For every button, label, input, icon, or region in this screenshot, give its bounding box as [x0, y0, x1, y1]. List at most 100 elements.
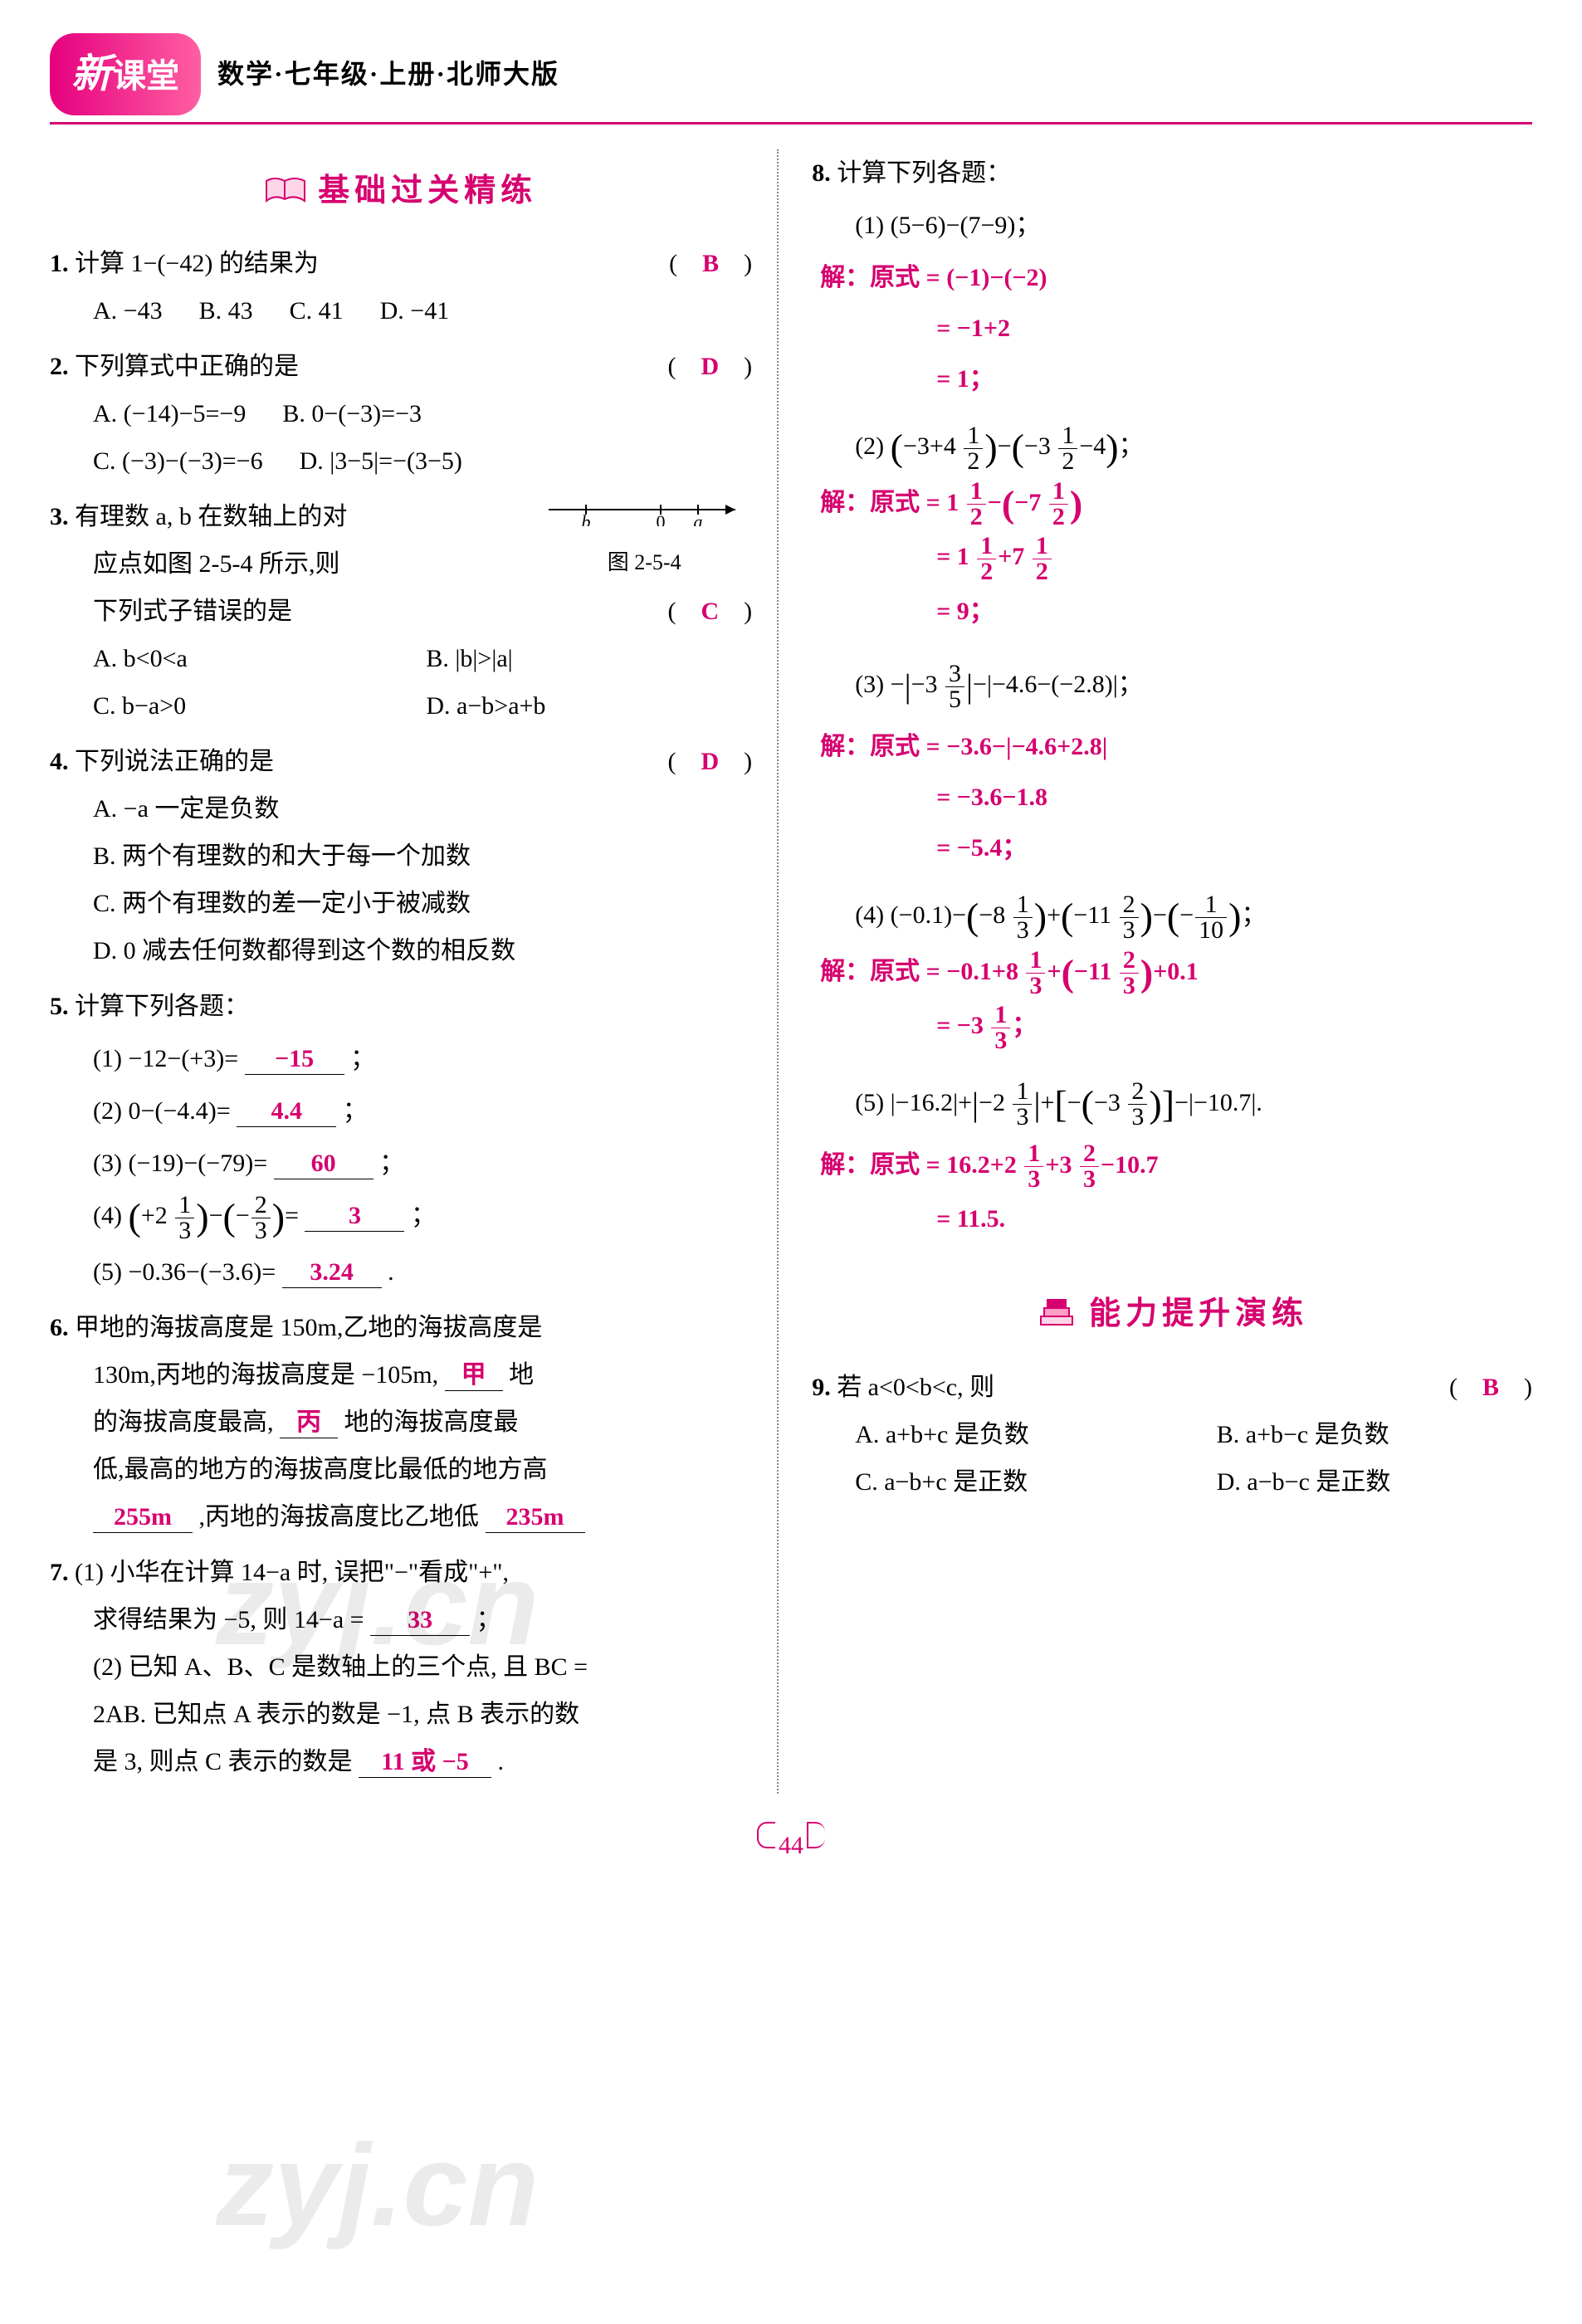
q3-answer: C — [701, 598, 720, 625]
q3-line2: 应点如图 2-5-4 所示,则 — [50, 540, 536, 588]
svg-text:a: a — [694, 511, 703, 526]
q1-answer-paren: ( B ) — [669, 240, 752, 287]
section-ability-header: 能力提升演练 — [812, 1284, 1532, 1346]
q8-p1: (1) (5−6)−(7−9)； — [812, 202, 1532, 249]
q2-answer-paren: ( D ) — [668, 343, 753, 390]
number-line-figure: b 0 a — [544, 493, 744, 526]
page-footer: 44 — [50, 1819, 1532, 1872]
q3-line1: 有理数 a, b 在数轴上的对 — [75, 503, 347, 530]
section-basic-header: 基础过关精练 — [50, 161, 752, 223]
q6-num: 6. — [50, 1314, 69, 1341]
svg-text:b: b — [582, 511, 591, 526]
q4-optD: D. 0 减去任何数都得到这个数的相反数 — [50, 927, 752, 974]
question-3: 3. 有理数 a, b 在数轴上的对 应点如图 2-5-4 所示,则 b 0 a — [50, 493, 752, 730]
q8-s4a: 解：原式 = −0.1+8 13+(−11 23)+0.1 — [812, 948, 1532, 999]
header-subtitle: 数学·七年级·上册·北师大版 — [217, 49, 559, 100]
q4-optC: C. 两个有理数的差一定小于被减数 — [50, 880, 752, 927]
q7-p1a: (1) 小华在计算 14−a 时, 误把"−"看成"+", — [75, 1559, 509, 1586]
q5-p3: (3) (−19)−(−79)= — [93, 1150, 267, 1177]
q9-text: 若 a<0<b<c, 则 — [837, 1374, 994, 1401]
q1-answer: B — [702, 250, 719, 277]
question-7: 7. (1) 小华在计算 14−a 时, 误把"−"看成"+", 求得结果为 −… — [50, 1549, 752, 1785]
q8-s3c: = −5.4； — [812, 824, 1532, 872]
q4-num: 4. — [50, 748, 69, 775]
q1-optA: A. −43 — [93, 287, 163, 334]
q9-optC: C. a−b+c 是正数 — [855, 1458, 1180, 1506]
q5-num: 5. — [50, 993, 69, 1020]
q6-ans3: 255m — [93, 1502, 193, 1533]
q8-s4b: = −3 13； — [812, 1002, 1532, 1053]
q8-s1b: = −1+2 — [812, 305, 1532, 352]
section-basic-title: 基础过关精练 — [318, 161, 537, 221]
q7-p1b: 求得结果为 −5, 则 14−a = — [93, 1606, 364, 1633]
q8-num: 8. — [812, 159, 831, 187]
q4-optB: B. 两个有理数的和大于每一个加数 — [50, 832, 752, 880]
q6-e: 地的海拔高度最 — [344, 1409, 519, 1436]
left-column: 基础过关精练 1. 计算 1−(−42) 的结果为 ( B ) A. −43 B… — [50, 149, 779, 1794]
q5-p4: (4) (+2 13)−(−23)= 3 ； — [50, 1192, 752, 1243]
q1-text: 计算 1−(−42) 的结果为 — [75, 250, 319, 277]
q8-s2a: 解：原式 = 1 12−(−7 12) — [812, 479, 1532, 530]
q5-p5-ans: 3.24 — [282, 1257, 382, 1288]
svg-text:0: 0 — [657, 511, 666, 526]
logo-badge: 新课堂 — [50, 33, 201, 115]
q9-optA: A. a+b+c 是负数 — [855, 1411, 1180, 1458]
question-4: 4. 下列说法正确的是 ( D ) A. −a 一定是负数 B. 两个有理数的和… — [50, 738, 752, 974]
q5-p2: (2) 0−(−4.4)= — [93, 1097, 231, 1125]
q5-p4-ans: 3 — [305, 1201, 404, 1232]
q8-p3: (3) −|−3 35|−|−4.6−(−2.8)|； — [812, 655, 1532, 718]
logo-ketang: 课堂 — [113, 57, 179, 95]
question-8: 8. 计算下列各题： (1) (5−6)−(7−9)； 解：原式 = (−1)−… — [812, 149, 1532, 1243]
q3-optA: A. b<0<a — [93, 635, 389, 682]
q8-s3a: 解：原式 = −3.6−|−4.6+2.8| — [812, 723, 1532, 770]
q2-num: 2. — [50, 353, 69, 380]
q3-line3: 下列式子错误的是 — [50, 588, 668, 635]
q1-optD: D. −41 — [380, 287, 450, 334]
q2-optC: C. (−3)−(−3)=−6 — [93, 437, 263, 485]
q9-optD: D. a−b−c 是正数 — [1217, 1458, 1391, 1506]
book-icon — [265, 174, 306, 208]
watermark: zyj.cn — [216, 2075, 539, 2296]
q8-s3b: = −3.6−1.8 — [812, 774, 1532, 821]
q3-num: 3. — [50, 503, 69, 530]
q5-p1-ans: −15 — [245, 1044, 344, 1075]
q5-p3-ans: 60 — [274, 1149, 374, 1179]
q6-g: ,丙地的海拔高度比乙地低 — [199, 1503, 480, 1531]
q6-a: 甲地的海拔高度是 150m,乙地的海拔高度是 — [75, 1314, 542, 1341]
q4-text: 下列说法正确的是 — [75, 748, 274, 775]
q6-ans2: 丙 — [280, 1408, 338, 1438]
q2-answer: D — [701, 353, 720, 380]
q5-p1: (1) −12−(+3)= — [93, 1045, 238, 1072]
q3-optB: B. |b|>|a| — [426, 635, 512, 682]
q6-c: 地 — [509, 1361, 534, 1389]
q8-p5: (5) |−16.2|+|−2 13|+[−(−3 23)]−|−10.7|. — [812, 1073, 1532, 1136]
q2-optB: B. 0−(−3)=−3 — [282, 390, 422, 437]
right-column: 8. 计算下列各题： (1) (5−6)−(7−9)； 解：原式 = (−1)−… — [803, 149, 1532, 1794]
question-1: 1. 计算 1−(−42) 的结果为 ( B ) A. −43 B. 43 C.… — [50, 240, 752, 334]
q5-text: 计算下列各题： — [75, 993, 249, 1020]
q2-optD: D. |3−5|=−(3−5) — [300, 437, 462, 485]
q1-optB: B. 43 — [199, 287, 253, 334]
q8-text: 计算下列各题： — [837, 159, 1011, 187]
q1-num: 1. — [50, 250, 69, 277]
q9-optB: B. a+b−c 是负数 — [1217, 1411, 1389, 1458]
section-ability-title: 能力提升演练 — [1089, 1284, 1308, 1344]
q9-num: 9. — [812, 1374, 831, 1401]
question-2: 2. 下列算式中正确的是 ( D ) A. (−14)−5=−9 B. 0−(−… — [50, 343, 752, 485]
q7-p2a: (2) 已知 A、B、C 是数轴上的三个点, 且 BC = — [50, 1643, 752, 1691]
q6-b: 130m,丙地的海拔高度是 −105m, — [93, 1361, 438, 1389]
q5-p2-ans: 4.4 — [237, 1096, 336, 1127]
question-6: 6. 甲地的海拔高度是 150m,乙地的海拔高度是 130m,丙地的海拔高度是 … — [50, 1304, 752, 1540]
q2-optA: A. (−14)−5=−9 — [93, 390, 246, 437]
q4-answer-paren: ( D ) — [668, 738, 753, 785]
q8-s2b: = 9； — [812, 588, 1532, 635]
q2-text: 下列算式中正确的是 — [75, 353, 299, 380]
q6-f: 低,最高的地方的海拔高度比最低的地方高 — [50, 1446, 752, 1493]
content-columns: 基础过关精练 1. 计算 1−(−42) 的结果为 ( B ) A. −43 B… — [50, 149, 1532, 1794]
page-number: 44 — [760, 1819, 822, 1872]
logo-xin: 新 — [71, 52, 111, 96]
q8-p2: (2) (−3+4 12)−(−3 12−4)； — [812, 422, 1532, 474]
page-header: 新课堂 数学·七年级·上册·北师大版 — [50, 33, 1532, 124]
question-5: 5. 计算下列各题： (1) −12−(+3)= −15 ； (2) 0−(−4… — [50, 983, 752, 1296]
q8-s1c: = 1； — [812, 355, 1532, 403]
